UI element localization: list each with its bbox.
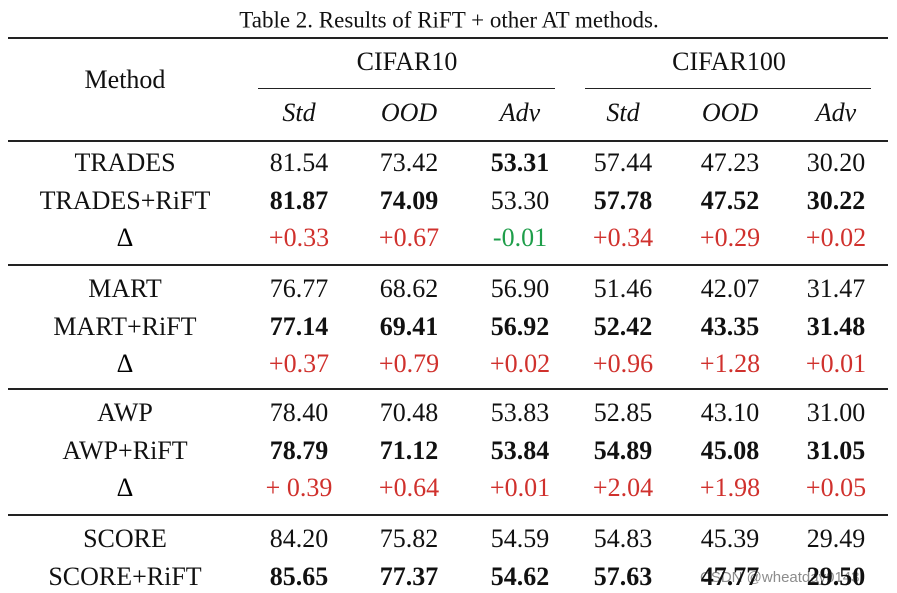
metric-header: OOD <box>380 98 438 127</box>
value-cell: 45.08 <box>700 435 760 465</box>
metric-header: OOD <box>701 98 759 127</box>
value-cell: +0.37 <box>268 349 330 378</box>
value-cell: +2.04 <box>592 473 654 502</box>
value-cell: +1.98 <box>699 473 761 502</box>
value-cell: +0.01 <box>805 349 867 378</box>
value-cell: +0.02 <box>489 349 551 378</box>
value-cell: 43.10 <box>700 398 760 427</box>
value-cell: 47.23 <box>700 148 760 177</box>
value-cell: +0.96 <box>592 349 654 378</box>
method-cell: AWP+RiFT <box>62 435 188 465</box>
value-cell: + 0.39 <box>265 473 333 502</box>
method-header: Method <box>84 65 166 94</box>
value-cell: 42.07 <box>700 274 760 303</box>
value-cell: 52.42 <box>593 311 653 341</box>
dataset-rule <box>585 88 871 89</box>
value-cell: 30.22 <box>806 185 866 215</box>
value-cell: 30.20 <box>806 148 866 177</box>
method-cell: AWP <box>97 398 153 427</box>
value-cell: +0.34 <box>592 223 654 252</box>
method-cell: TRADES <box>74 148 176 177</box>
value-cell: 77.14 <box>269 311 329 341</box>
value-cell: 54.62 <box>490 561 550 591</box>
header-rule <box>8 140 888 142</box>
dataset-rule <box>258 88 555 89</box>
group-rule <box>8 264 888 266</box>
value-cell: +0.02 <box>805 223 867 252</box>
metric-header: Adv <box>815 98 857 127</box>
method-cell: Δ <box>116 473 134 502</box>
group-rule <box>8 388 888 390</box>
value-cell: 85.65 <box>269 561 329 591</box>
value-cell: 78.40 <box>269 398 329 427</box>
group-rule <box>8 514 888 516</box>
value-cell: 74.09 <box>379 185 439 215</box>
value-cell: 51.46 <box>593 274 653 303</box>
method-cell: Δ <box>116 349 134 378</box>
table-title: Table 2. Results of RiFT + other AT meth… <box>239 7 659 33</box>
value-cell: +0.01 <box>489 473 551 502</box>
metric-header: Std <box>606 98 640 127</box>
value-cell: +0.33 <box>268 223 330 252</box>
value-cell: 78.79 <box>269 435 329 465</box>
method-cell: SCORE+RiFT <box>48 561 202 591</box>
value-cell: 45.39 <box>700 524 760 553</box>
dataset-header: CIFAR100 <box>672 47 786 76</box>
value-cell: 73.42 <box>379 148 439 177</box>
method-cell: MART <box>88 274 162 303</box>
metric-header: Adv <box>499 98 541 127</box>
value-cell: 31.05 <box>806 435 866 465</box>
value-cell: 56.92 <box>490 311 550 341</box>
value-cell: +0.79 <box>378 349 440 378</box>
value-cell: 47.52 <box>700 185 760 215</box>
value-cell: +0.64 <box>378 473 440 502</box>
method-cell: Δ <box>116 223 134 252</box>
method-cell: SCORE <box>83 524 167 553</box>
value-cell: -0.01 <box>492 223 548 252</box>
value-cell: 68.62 <box>379 274 439 303</box>
value-cell: 53.83 <box>490 398 550 427</box>
dataset-header: CIFAR10 <box>356 47 458 76</box>
value-cell: 53.84 <box>490 435 550 465</box>
value-cell: 54.89 <box>593 435 653 465</box>
value-cell: 29.49 <box>806 524 866 553</box>
value-cell: 54.59 <box>490 524 550 553</box>
value-cell: 84.20 <box>269 524 329 553</box>
value-cell: 29.50 <box>806 561 866 591</box>
value-cell: 71.12 <box>379 435 439 465</box>
value-cell: 70.48 <box>379 398 439 427</box>
value-cell: 76.77 <box>269 274 329 303</box>
value-cell: 43.35 <box>700 311 760 341</box>
value-cell: 69.41 <box>379 311 439 341</box>
value-cell: 53.30 <box>490 185 550 215</box>
value-cell: 47.77 <box>700 561 760 591</box>
value-cell: 81.87 <box>269 185 329 215</box>
value-cell: 57.44 <box>593 148 653 177</box>
top-rule <box>8 37 888 39</box>
method-cell: TRADES+RiFT <box>39 185 211 215</box>
metric-header: Std <box>282 98 316 127</box>
value-cell: +0.05 <box>805 473 867 502</box>
value-cell: +0.67 <box>378 223 440 252</box>
method-cell: MART+RiFT <box>53 311 197 341</box>
value-cell: +1.28 <box>699 349 761 378</box>
value-cell: 77.37 <box>379 561 439 591</box>
value-cell: 75.82 <box>379 524 439 553</box>
value-cell: 53.31 <box>490 148 550 177</box>
value-cell: 57.63 <box>593 561 653 591</box>
value-cell: +0.29 <box>699 223 761 252</box>
value-cell: 56.90 <box>490 274 550 303</box>
watermark: CSDN @wheatday0143 <box>700 569 860 586</box>
value-cell: 54.83 <box>593 524 653 553</box>
value-cell: 31.00 <box>806 398 866 427</box>
value-cell: 31.47 <box>806 274 866 303</box>
value-cell: 31.48 <box>806 311 866 341</box>
value-cell: 52.85 <box>593 398 653 427</box>
value-cell: 81.54 <box>269 148 329 177</box>
value-cell: 57.78 <box>593 185 653 215</box>
